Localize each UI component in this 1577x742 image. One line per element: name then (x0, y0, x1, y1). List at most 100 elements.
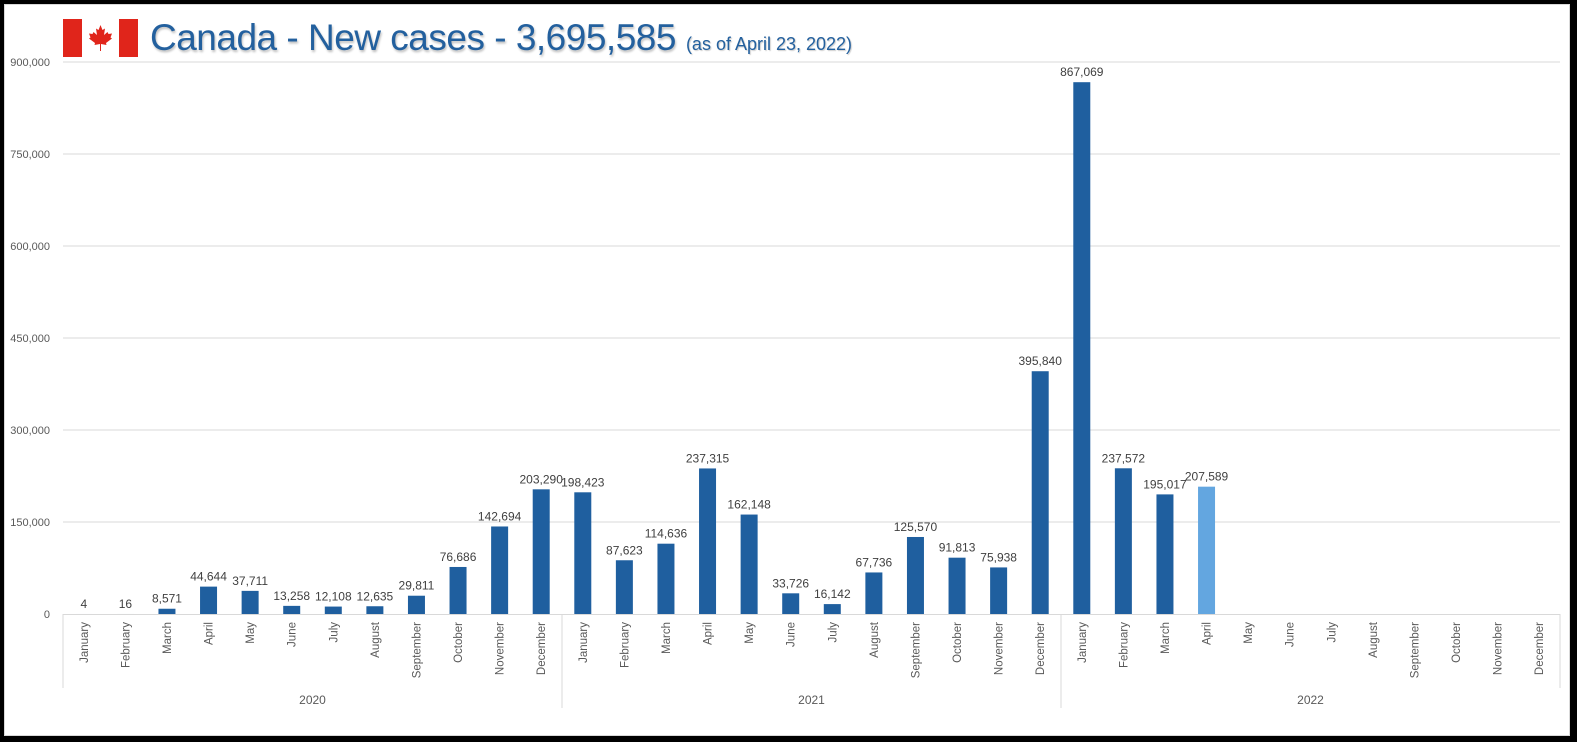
bar (948, 557, 966, 614)
bar (491, 526, 509, 614)
month-label: April (1202, 622, 1214, 645)
bar (782, 593, 800, 614)
x-axis: January February March April May June July Augu… (62, 614, 1561, 708)
data-label: 12,635 (357, 589, 394, 603)
data-label: 44,644 (190, 570, 227, 584)
month-label: January (79, 622, 91, 663)
chart-header: Canada - New cases - 3,695,585 (as of Ap… (63, 17, 853, 58)
month-label: February (120, 622, 132, 668)
data-label: 67,736 (856, 555, 893, 569)
bar (1114, 468, 1132, 614)
year-label: 2021 (798, 693, 825, 707)
data-label: 198,423 (561, 475, 605, 489)
data-label: 91,813 (939, 541, 976, 555)
y-tick-label: 450,000 (10, 333, 50, 345)
month-label: June (786, 622, 798, 647)
data-label: 395,840 (1019, 354, 1063, 368)
data-label: 237,572 (1102, 451, 1146, 465)
month-label: November (994, 622, 1006, 675)
data-label: 125,570 (894, 520, 938, 534)
month-label: August (1368, 621, 1380, 658)
data-label: 867,069 (1060, 65, 1104, 79)
month-label: October (952, 622, 964, 663)
data-label: 114,636 (645, 527, 688, 541)
month-label: February (619, 622, 631, 668)
month-label: June (287, 622, 299, 647)
bar (1198, 486, 1216, 614)
month-label: August (869, 621, 881, 658)
month-label: April (703, 622, 715, 645)
month-label: March (162, 622, 174, 654)
data-label: 37,711 (232, 574, 268, 588)
data-label: 13,258 (273, 589, 310, 603)
bar (407, 595, 425, 614)
bar (574, 492, 592, 614)
month-label: July (1326, 622, 1338, 643)
bar (283, 605, 301, 614)
month-label: September (411, 622, 423, 678)
month-label: September (1409, 622, 1421, 678)
y-tick-label: 750,000 (10, 149, 50, 161)
y-tick-label: 300,000 (10, 425, 50, 437)
bar (1031, 371, 1049, 614)
y-tick-label: 0 (44, 609, 50, 621)
month-label: March (1160, 622, 1172, 654)
y-tick-label: 900,000 (10, 57, 50, 69)
bar (823, 604, 841, 614)
month-label: November (495, 622, 507, 675)
bars (75, 82, 1216, 615)
bar (990, 567, 1008, 614)
month-label: January (1077, 622, 1089, 663)
month-label: October (453, 622, 465, 663)
month-label: December (1035, 622, 1047, 675)
chart-title: Canada - New cases - 3,695,585 (150, 17, 676, 58)
data-label: 33,726 (772, 576, 809, 590)
month-label: April (204, 622, 216, 645)
bar (200, 586, 218, 614)
month-label: December (1534, 622, 1546, 675)
bar (532, 489, 550, 614)
maple-leaf-icon (89, 25, 112, 51)
bar (324, 606, 342, 614)
bar (449, 566, 467, 614)
month-label: July (827, 622, 839, 643)
bar (657, 543, 675, 614)
data-label: 207,589 (1185, 470, 1229, 484)
month-label: June (1285, 622, 1297, 647)
data-label: 8,571 (152, 592, 182, 606)
data-label: 203,290 (520, 472, 564, 486)
y-tick-label: 150,000 (10, 517, 50, 529)
bar (699, 468, 717, 614)
data-label: 75,938 (980, 550, 1017, 564)
data-label: 16 (119, 597, 133, 611)
month-label: May (245, 622, 257, 644)
bar (1156, 494, 1174, 614)
bar (906, 536, 924, 614)
year-label: 2020 (299, 693, 326, 707)
month-label: May (744, 622, 756, 644)
year-label: 2022 (1297, 693, 1324, 707)
data-label: 76,686 (440, 550, 477, 564)
bar (865, 572, 883, 614)
data-label: 16,142 (814, 587, 851, 601)
chart-subtitle: (as of April 23, 2022) (685, 34, 853, 54)
data-label: 12,108 (315, 590, 352, 604)
month-label: August (370, 621, 382, 658)
month-label: July (328, 622, 340, 643)
bar (241, 590, 259, 614)
month-label: November (1493, 622, 1505, 675)
data-label: 162,148 (727, 498, 771, 512)
month-label: January (578, 622, 590, 663)
bar (158, 608, 176, 614)
month-label: May (1243, 622, 1255, 644)
data-label: 87,623 (606, 543, 643, 557)
data-label: 29,811 (399, 579, 435, 593)
y-axis: 0 150,000 300,000 450,000 600,000 750,000 900,… (10, 57, 50, 621)
data-label: 195,017 (1143, 477, 1187, 491)
canada-flag-icon (63, 19, 138, 57)
data-labels: 4 16 8,571 44,644 37,711 13,258 12,108 12,635 29… (80, 65, 1228, 611)
gridlines (63, 61, 1560, 523)
month-label: December (536, 622, 548, 675)
month-label: October (1451, 622, 1463, 663)
data-label: 142,694 (478, 509, 522, 523)
